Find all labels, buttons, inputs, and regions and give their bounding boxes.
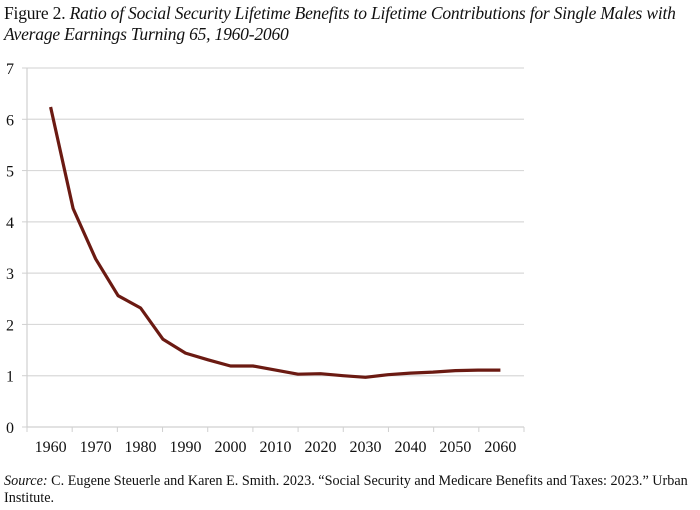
y-axis-tick-labels: 0 1 2 3 4 5 6 7 (6, 61, 14, 437)
figure-label: Figure 2. (4, 3, 66, 23)
figure-title-text: Ratio of Social Security Lifetime Benefi… (4, 3, 676, 44)
figure-title: Figure 2. Ratio of Social Security Lifet… (4, 3, 694, 45)
gridlines (27, 67, 524, 377)
y-tick-label: 7 (6, 61, 14, 78)
x-axis-tick-labels: 1960 1970 1980 1990 2000 2010 2020 2030 2040 2050… (35, 439, 517, 456)
y-tick-label: 5 (6, 164, 14, 181)
x-tick-label: 1960 (35, 439, 67, 456)
x-tick-label: 2000 (215, 439, 247, 456)
y-tick-label: 1 (6, 369, 14, 386)
x-tick-label: 1970 (80, 439, 112, 456)
y-tick-label: 2 (6, 317, 14, 334)
series-group (49, 106, 501, 379)
x-tick-label: 2050 (439, 439, 471, 456)
source-text: C. Eugene Steuerle and Karen E. Smith. 2… (4, 473, 688, 506)
x-tick-label: 2040 (394, 439, 426, 456)
axes (22, 67, 525, 432)
x-tick-label: 1980 (125, 439, 157, 456)
x-tick-label: 2060 (484, 439, 516, 456)
x-tick-label: 2030 (349, 439, 381, 456)
y-tick-label: 0 (6, 420, 14, 437)
y-tick-label: 4 (6, 215, 14, 232)
source-note: Source: C. Eugene Steuerle and Karen E. … (4, 473, 694, 507)
source-label: Source: (4, 473, 48, 489)
y-tick-label: 3 (6, 266, 14, 283)
line-chart: 0 1 2 3 4 5 6 7 1960 1970 1980 1990 2000 2010 2020 203… (6, 61, 525, 456)
x-tick-label: 2010 (260, 439, 292, 456)
x-tick-label: 1990 (170, 439, 202, 456)
series-line (49, 106, 501, 379)
y-tick-label: 6 (6, 112, 14, 129)
x-tick-label: 2020 (304, 439, 336, 456)
